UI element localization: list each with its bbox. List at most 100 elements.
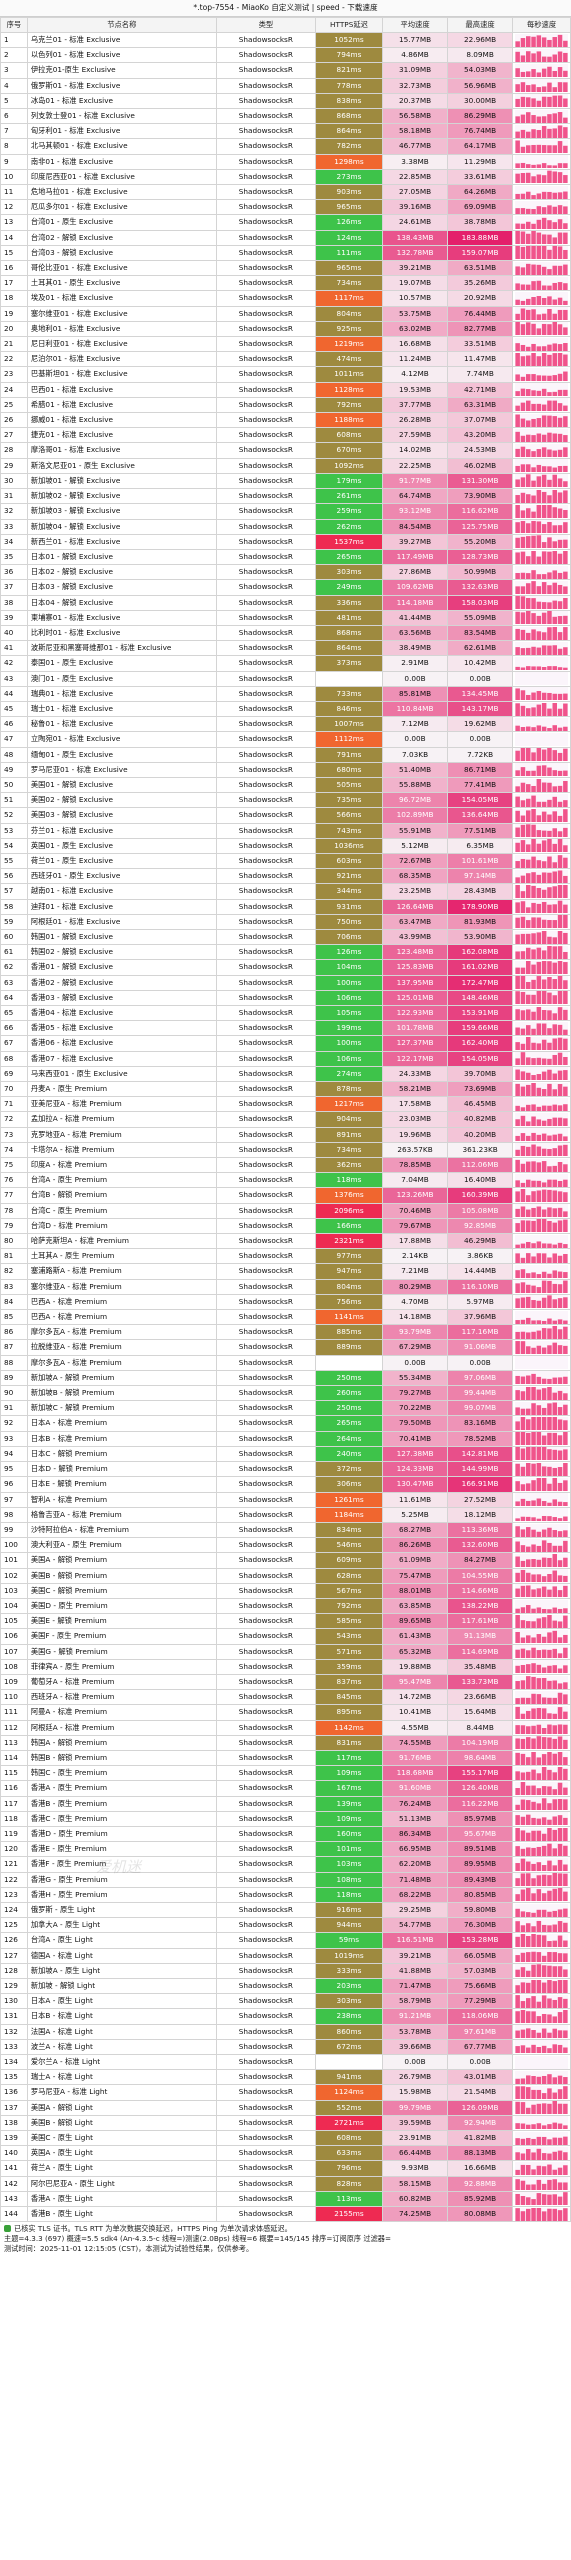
sparkline-bar [520, 1243, 526, 1248]
sparkline-bar [547, 1149, 552, 1157]
https-latency: 608ms [314, 2130, 384, 2147]
per-second-sparkline [512, 1962, 571, 1980]
sparkline-bar [515, 1878, 520, 1887]
per-second-sparkline [512, 1415, 571, 1432]
sparkline-bar [536, 1058, 542, 1066]
table-row: 36 日本02 - 解锁 Exclusive ShadowsocksR 303ms 27… [0, 564, 571, 581]
row-index: 140 [0, 2145, 28, 2162]
sparkline-bar [563, 1449, 568, 1461]
sparkline-bar [552, 1073, 558, 1081]
sparkline-bar [552, 1697, 558, 1704]
https-latency: 1092ms [314, 457, 384, 474]
sparkline-bar [531, 1320, 536, 1324]
sparkline-bar [563, 1575, 568, 1583]
sparkline-bar [547, 480, 552, 488]
sparkline-bar [563, 1557, 568, 1567]
node-type: ShadowsocksR [215, 2038, 316, 2056]
max-speed: 35.26MB [447, 275, 514, 292]
sparkline-bar [552, 1799, 558, 1811]
sparkline-bar [515, 1970, 520, 1978]
sparkline-chart [515, 2101, 569, 2115]
https-latency: 1184ms [314, 1506, 384, 1523]
sparkline-bar [541, 1833, 547, 1841]
https-latency: 921ms [314, 868, 384, 885]
per-second-sparkline [512, 1567, 571, 1584]
sparkline-bar [563, 1529, 568, 1537]
sparkline-bar [563, 550, 568, 564]
https-latency: 804ms [314, 305, 384, 322]
node-type: ShadowsocksR [215, 640, 316, 657]
node-name: 阿曼A - 标准 Premium [26, 1704, 217, 1721]
node-type: ShadowsocksR [215, 1248, 316, 1265]
sparkline-bar [536, 51, 542, 62]
sparkline-bar [563, 1420, 568, 1431]
node-name: 哥伦比亚01 - 标准 Exclusive [26, 260, 217, 277]
row-index: 56 [0, 868, 28, 885]
sparkline-bar [547, 872, 552, 883]
sparkline-bar [563, 327, 568, 336]
sparkline-chart [515, 1067, 569, 1081]
sparkline-bar [541, 97, 547, 108]
sparkline-bar [547, 727, 552, 731]
row-index: 34 [0, 533, 28, 550]
table-row: 46 秘鲁01 - 标准 Exclusive ShadowsocksR 1007ms 7… [0, 716, 571, 733]
sparkline-bar [515, 374, 520, 382]
sparkline-bar [552, 1829, 558, 1841]
sparkline-bar [552, 1680, 558, 1689]
sparkline-bar [552, 1165, 558, 1172]
sparkline-bar [536, 449, 542, 458]
sparkline-chart [515, 474, 569, 488]
node-type: ShadowsocksR [215, 1582, 316, 1599]
sparkline-bar [541, 2136, 547, 2145]
report-page: *.top-7554 - MiaoKo 自定义测试 | speed - 下载速度… [0, 3, 571, 2254]
sparkline-bar [547, 831, 552, 838]
sparkline-bar [526, 2087, 531, 2100]
sparkline-bar [541, 811, 547, 822]
sparkline-bar [563, 1516, 568, 1522]
table-row: 144 香港B - 原生 Light ShadowsocksR 2155ms 74.25… [0, 2206, 571, 2223]
sparkline-bar [552, 145, 558, 154]
sparkline-bar [536, 1650, 542, 1659]
per-second-sparkline [512, 1445, 571, 1463]
node-name: 阿尔巴尼亚A - 原生 Light [26, 2175, 217, 2192]
sparkline-chart [515, 109, 569, 123]
footer-timestamp: 测试时间：2025-11-01 12:15:05 (CST)，本测试为试验性结果… [4, 2244, 254, 2254]
table-row: 13 台湾01 - 原生 Exclusive ShadowsocksR 126ms 24… [0, 214, 571, 231]
sparkline-chart [515, 413, 569, 427]
node-name: 乌克兰01 - 标准 Exclusive [26, 31, 217, 49]
https-latency: 249ms [314, 579, 384, 596]
https-latency: 743ms [314, 822, 384, 839]
row-index: 94 [0, 1445, 28, 1463]
sparkline-bar [563, 1768, 568, 1780]
max-speed: 14.44MB [447, 1263, 514, 1280]
avg-speed: 0.00B [382, 1354, 449, 1371]
sparkline-bar [547, 1941, 552, 1947]
node-name: 日本B - 标准 Light [26, 2008, 217, 2025]
sparkline-bar [536, 264, 542, 275]
sparkline-bar [526, 748, 531, 762]
avg-speed: 24.33MB [382, 1065, 449, 1083]
sparkline-bar [536, 2165, 542, 2176]
sparkline-bar [552, 1553, 558, 1567]
sparkline-bar [526, 1911, 531, 1917]
sparkline-bar [536, 116, 542, 123]
sparkline-bar [526, 523, 531, 534]
sparkline-bar [541, 1576, 547, 1583]
avg-speed: 58.79MB [382, 1993, 449, 2010]
sparkline-chart [515, 565, 569, 579]
avg-speed: 67.29MB [382, 1339, 449, 1356]
sparkline-bar [531, 1042, 536, 1050]
table-row: 78 台湾C - 原生 Premium ShadowsocksR 2096ms 70.4… [0, 1202, 571, 1219]
max-speed: 158.03MB [447, 594, 514, 611]
row-index: 23 [0, 366, 28, 383]
sparkline-bar [526, 1832, 531, 1841]
max-speed: 7.72KB [447, 746, 514, 763]
sparkline-bar [531, 1708, 536, 1719]
node-type: ShadowsocksR [215, 62, 316, 79]
sparkline-bar [515, 1027, 520, 1035]
sparkline-bar [531, 1951, 536, 1963]
https-latency: 1036ms [314, 837, 384, 854]
sparkline-bar [563, 1104, 568, 1111]
sparkline-chart [515, 1538, 569, 1552]
per-second-sparkline [512, 2190, 571, 2208]
